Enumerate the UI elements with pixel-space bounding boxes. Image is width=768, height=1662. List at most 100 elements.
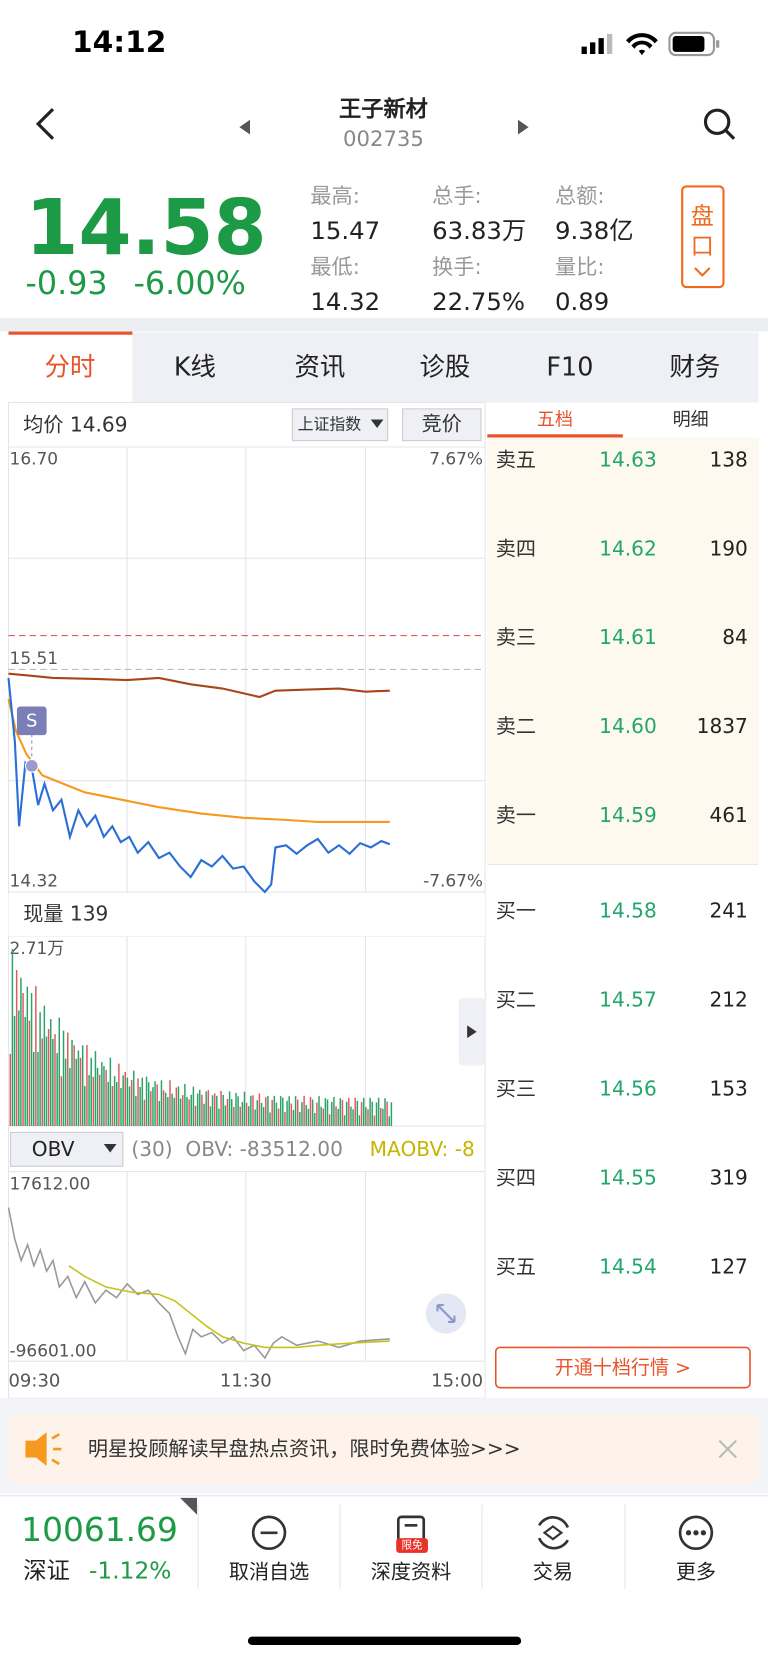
- auction-button[interactable]: [402, 408, 482, 442]
- volume-bar: [43, 1005, 46, 1127]
- book-price: 14.62: [599, 536, 657, 560]
- marker-box[interactable]: [16, 706, 47, 736]
- volume-bar: [341, 1099, 344, 1127]
- volume-bar: [15, 970, 18, 1127]
- volume-bar: [28, 1020, 31, 1127]
- book-volume: 190: [709, 536, 747, 560]
- volume-bar: [299, 1112, 301, 1127]
- stat-value: 14.32: [310, 287, 380, 316]
- action-label[interactable]: 交易: [533, 1560, 573, 1584]
- tab[interactable]: 财务: [669, 352, 720, 382]
- volume-bar: [333, 1096, 335, 1127]
- tab[interactable]: 分时: [45, 352, 96, 382]
- volume-bar: [339, 1098, 342, 1127]
- index-select[interactable]: [291, 408, 389, 442]
- volume-bar: [224, 1105, 227, 1127]
- volume-bar: [13, 1015, 16, 1127]
- volume-bar: [213, 1093, 216, 1127]
- maobv-line: [68, 1265, 390, 1349]
- badge-label: 限免: [401, 1538, 423, 1551]
- volume-bar: [128, 1086, 131, 1127]
- volume-bar: [254, 1109, 256, 1127]
- volume-bar: [152, 1087, 154, 1127]
- book-tab[interactable]: 明细: [673, 410, 709, 431]
- book-tab[interactable]: 五档: [537, 410, 573, 431]
- volume-bar: [105, 1070, 107, 1127]
- tab[interactable]: 资讯: [294, 352, 345, 382]
- volume-bar: [203, 1103, 205, 1127]
- volume-bar: [173, 1097, 175, 1127]
- volume-bar: [348, 1097, 350, 1127]
- volume-bar: [367, 1109, 369, 1127]
- volume-bar: [98, 1074, 101, 1127]
- volume-bar: [350, 1106, 352, 1127]
- volume-bar: [26, 986, 29, 1127]
- volume-bar: [322, 1108, 325, 1127]
- action-label[interactable]: 更多: [676, 1560, 716, 1584]
- indicator-label: OBV: [32, 1137, 75, 1161]
- volume-bar: [318, 1096, 320, 1127]
- stat-value: 22.75%: [432, 287, 525, 316]
- volume-bar: [47, 1029, 50, 1127]
- action-label[interactable]: 取消自选: [229, 1560, 309, 1584]
- indicator-select[interactable]: [10, 1131, 124, 1167]
- book-volume: 461: [709, 803, 747, 827]
- next-stock[interactable]: [517, 119, 529, 135]
- volume-bar: [175, 1087, 178, 1127]
- expand-icon: [436, 1303, 456, 1324]
- volume-bar: [52, 1038, 54, 1127]
- time-label: 11:30: [220, 1370, 272, 1391]
- volume-bar: [133, 1070, 135, 1127]
- volume-bar: [241, 1102, 244, 1127]
- volume-bar: [222, 1094, 224, 1127]
- y-top: 16.70: [10, 449, 58, 469]
- index-name: 深证: [23, 1557, 70, 1584]
- indicator-params: (30): [131, 1137, 172, 1161]
- volume-bar: [101, 1062, 103, 1127]
- book-volume: 1837: [697, 714, 748, 738]
- obv-bottom: -96601.00: [10, 1341, 97, 1361]
- search-button[interactable]: [703, 108, 736, 140]
- action-label[interactable]: 深度资料: [371, 1560, 451, 1584]
- volume-bar: [307, 1108, 310, 1127]
- tab[interactable]: 诊股: [419, 352, 470, 382]
- volume-bar: [54, 1034, 56, 1127]
- more-dots: [685, 1530, 707, 1536]
- volume-bar: [288, 1096, 290, 1127]
- volume-bar: [81, 1045, 84, 1127]
- pct-top: 7.67%: [429, 449, 483, 469]
- prev-stock[interactable]: [239, 119, 251, 135]
- volume-bar: [360, 1102, 363, 1127]
- volume-bar: [45, 1036, 48, 1127]
- volume-bar: [56, 1053, 58, 1127]
- volume-bar: [258, 1093, 261, 1127]
- index-line: [8, 672, 390, 699]
- back-button[interactable]: [35, 107, 55, 140]
- ask-area: [487, 437, 759, 864]
- volume-bar: [220, 1090, 222, 1127]
- volume-bar: [386, 1101, 388, 1127]
- stat-label: 总手:: [432, 183, 481, 208]
- pankou-button[interactable]: [681, 185, 725, 289]
- tab[interactable]: F10: [546, 352, 593, 382]
- volume-bar: [343, 1115, 346, 1127]
- stat-value: 63.83万: [432, 216, 526, 245]
- volume-bar: [365, 1107, 367, 1127]
- volume-bar: [154, 1081, 156, 1127]
- volume-bar: [324, 1098, 327, 1127]
- bottom-icons: [251, 1515, 714, 1550]
- tab[interactable]: K线: [174, 352, 216, 382]
- banner-close[interactable]: [718, 1439, 737, 1459]
- volume-bar: [352, 1109, 354, 1127]
- volume-bar: [141, 1077, 144, 1127]
- book-label: 买一: [496, 899, 536, 923]
- volume-bar: [316, 1102, 318, 1127]
- indicator-arrow: [103, 1144, 117, 1153]
- ten-level-button[interactable]: [494, 1346, 751, 1389]
- volume-bar: [301, 1102, 303, 1127]
- banner[interactable]: [8, 1414, 759, 1485]
- stat-value: 0.89: [555, 287, 609, 316]
- volume-bar: [147, 1082, 150, 1127]
- volume-bar: [233, 1107, 235, 1127]
- volume-bar: [113, 1076, 116, 1127]
